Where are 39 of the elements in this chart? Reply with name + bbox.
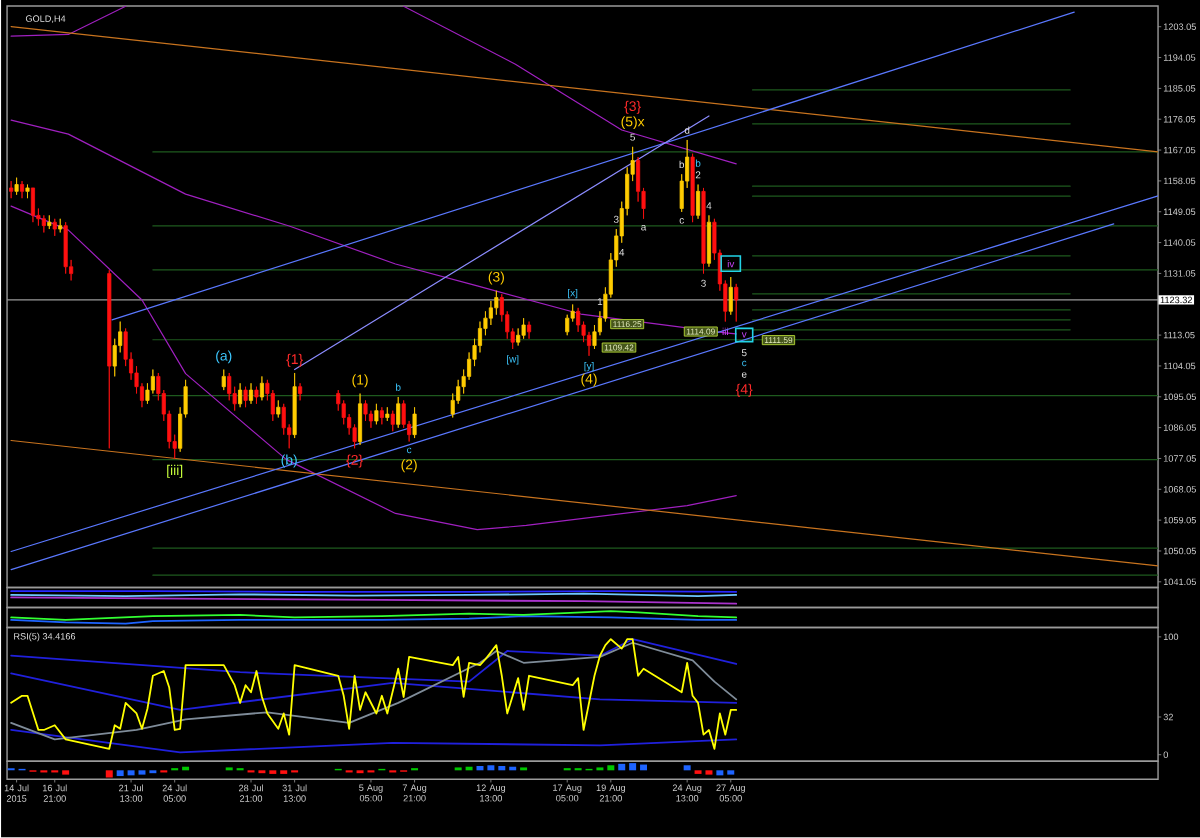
candlestick [248, 383, 254, 405]
line-series [10, 729, 738, 754]
candlestick [728, 277, 733, 316]
candlestick [63, 222, 68, 275]
candlestick [690, 153, 695, 223]
candlestick [259, 376, 264, 402]
candlestick [20, 181, 25, 199]
candlestick [107, 270, 112, 450]
candlestick [30, 187, 35, 223]
candlestick [696, 184, 701, 220]
candlestick [396, 396, 401, 429]
candlestick [734, 283, 739, 323]
candlestick [412, 407, 417, 439]
candlestick [292, 372, 297, 439]
candlestick [25, 184, 30, 199]
candlestick [701, 187, 706, 275]
candlestick [363, 400, 368, 422]
candlestick [41, 215, 46, 234]
candlestick [276, 400, 281, 419]
candlestick [14, 177, 19, 196]
candlestick [52, 218, 57, 237]
candlestick [243, 386, 248, 409]
candlestick [358, 393, 363, 446]
candlestick [379, 407, 384, 426]
candlestick [221, 369, 226, 391]
candlestick [9, 181, 14, 199]
candlestick [47, 215, 52, 230]
line-series [10, 205, 737, 531]
candlestick [238, 383, 243, 409]
line-series [10, 119, 737, 335]
candlestick [385, 407, 390, 422]
candlestick [374, 403, 379, 426]
candlestick [58, 218, 63, 234]
candlestick [706, 215, 711, 268]
candlestick [521, 318, 526, 340]
candlestick [298, 383, 303, 402]
candlestick [390, 410, 395, 432]
candlestick [527, 321, 532, 340]
candlestick [254, 386, 259, 405]
